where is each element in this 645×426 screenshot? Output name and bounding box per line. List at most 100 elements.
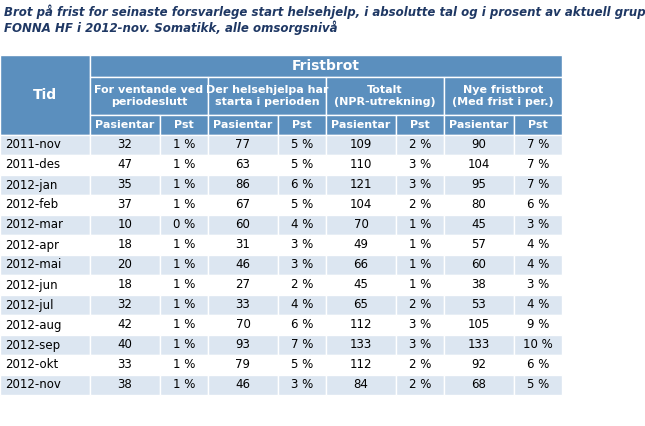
- Bar: [514, 235, 562, 255]
- Bar: [396, 315, 444, 335]
- Bar: [444, 235, 514, 255]
- Text: 1 %: 1 %: [173, 199, 195, 211]
- Bar: [278, 295, 326, 315]
- Text: 2 %: 2 %: [409, 359, 432, 371]
- Text: 32: 32: [117, 299, 132, 311]
- Text: 2011-nov: 2011-nov: [5, 138, 61, 152]
- Text: 1 %: 1 %: [173, 239, 195, 251]
- Bar: [444, 255, 514, 275]
- Bar: [514, 115, 562, 135]
- Text: 2012-apr: 2012-apr: [5, 239, 59, 251]
- Bar: [444, 77, 562, 115]
- Text: 1 %: 1 %: [173, 178, 195, 192]
- Text: 46: 46: [235, 378, 250, 391]
- Text: 5 %: 5 %: [291, 158, 313, 172]
- Bar: [444, 195, 514, 215]
- Bar: [160, 375, 208, 395]
- Text: 33: 33: [235, 299, 250, 311]
- Bar: [278, 195, 326, 215]
- Text: 10: 10: [117, 219, 132, 231]
- Text: 31: 31: [235, 239, 250, 251]
- Text: 4 %: 4 %: [527, 259, 549, 271]
- Text: 4 %: 4 %: [291, 299, 313, 311]
- Text: 45: 45: [471, 219, 486, 231]
- Text: 1 %: 1 %: [409, 219, 432, 231]
- Text: 1 %: 1 %: [173, 359, 195, 371]
- Bar: [0, 295, 90, 315]
- Bar: [90, 375, 160, 395]
- Text: Pasientar: Pasientar: [95, 120, 155, 130]
- Text: 57: 57: [471, 239, 486, 251]
- Bar: [208, 335, 278, 355]
- Text: 3 %: 3 %: [409, 178, 431, 192]
- Text: Tid: Tid: [33, 88, 57, 102]
- Text: 5 %: 5 %: [527, 378, 549, 391]
- Bar: [326, 195, 396, 215]
- Bar: [278, 275, 326, 295]
- Bar: [90, 55, 562, 77]
- Text: 2012-jan: 2012-jan: [5, 178, 57, 192]
- Bar: [396, 155, 444, 175]
- Bar: [444, 275, 514, 295]
- Text: 7 %: 7 %: [527, 158, 549, 172]
- Bar: [90, 135, 160, 155]
- Text: 45: 45: [353, 279, 368, 291]
- Text: 18: 18: [117, 279, 132, 291]
- Bar: [208, 295, 278, 315]
- Bar: [208, 77, 326, 115]
- Text: 37: 37: [117, 199, 132, 211]
- Bar: [208, 155, 278, 175]
- Text: 70: 70: [353, 219, 368, 231]
- Text: 1 %: 1 %: [173, 158, 195, 172]
- Bar: [208, 355, 278, 375]
- Bar: [160, 275, 208, 295]
- Bar: [396, 135, 444, 155]
- Text: 46: 46: [235, 259, 250, 271]
- Text: 2012-mar: 2012-mar: [5, 219, 63, 231]
- Text: 92: 92: [471, 359, 486, 371]
- Bar: [90, 295, 160, 315]
- Text: 2 %: 2 %: [409, 199, 432, 211]
- Text: 104: 104: [350, 199, 372, 211]
- Text: 1 %: 1 %: [409, 239, 432, 251]
- Bar: [326, 275, 396, 295]
- Text: 2 %: 2 %: [409, 138, 432, 152]
- Text: Brot på frist for seinaste forsvarlege start helsehjelp, i absolutte tal og i pr: Brot på frist for seinaste forsvarlege s…: [4, 4, 645, 35]
- Bar: [396, 295, 444, 315]
- Bar: [278, 315, 326, 335]
- Text: Fristbrot: Fristbrot: [292, 59, 360, 73]
- Text: 67: 67: [235, 199, 250, 211]
- Text: 6 %: 6 %: [291, 178, 313, 192]
- Text: 10 %: 10 %: [523, 339, 553, 351]
- Text: 77: 77: [235, 138, 250, 152]
- Bar: [0, 255, 90, 275]
- Bar: [396, 275, 444, 295]
- Bar: [444, 295, 514, 315]
- Text: 1 %: 1 %: [173, 378, 195, 391]
- Bar: [160, 355, 208, 375]
- Bar: [160, 155, 208, 175]
- Bar: [0, 335, 90, 355]
- Bar: [326, 295, 396, 315]
- Text: 5 %: 5 %: [291, 199, 313, 211]
- Text: 86: 86: [235, 178, 250, 192]
- Text: 2012-jul: 2012-jul: [5, 299, 54, 311]
- Bar: [444, 315, 514, 335]
- Text: Totalt
(NPR-utrekning): Totalt (NPR-utrekning): [334, 85, 436, 107]
- Text: Pst: Pst: [528, 120, 548, 130]
- Bar: [0, 215, 90, 235]
- Bar: [90, 77, 208, 115]
- Bar: [208, 115, 278, 135]
- Text: 49: 49: [353, 239, 368, 251]
- Text: Pst: Pst: [410, 120, 430, 130]
- Text: 112: 112: [350, 359, 372, 371]
- Text: 65: 65: [353, 299, 368, 311]
- Bar: [208, 275, 278, 295]
- Text: 79: 79: [235, 359, 250, 371]
- Bar: [326, 315, 396, 335]
- Text: 112: 112: [350, 319, 372, 331]
- Bar: [326, 375, 396, 395]
- Bar: [208, 215, 278, 235]
- Bar: [160, 195, 208, 215]
- Bar: [208, 195, 278, 215]
